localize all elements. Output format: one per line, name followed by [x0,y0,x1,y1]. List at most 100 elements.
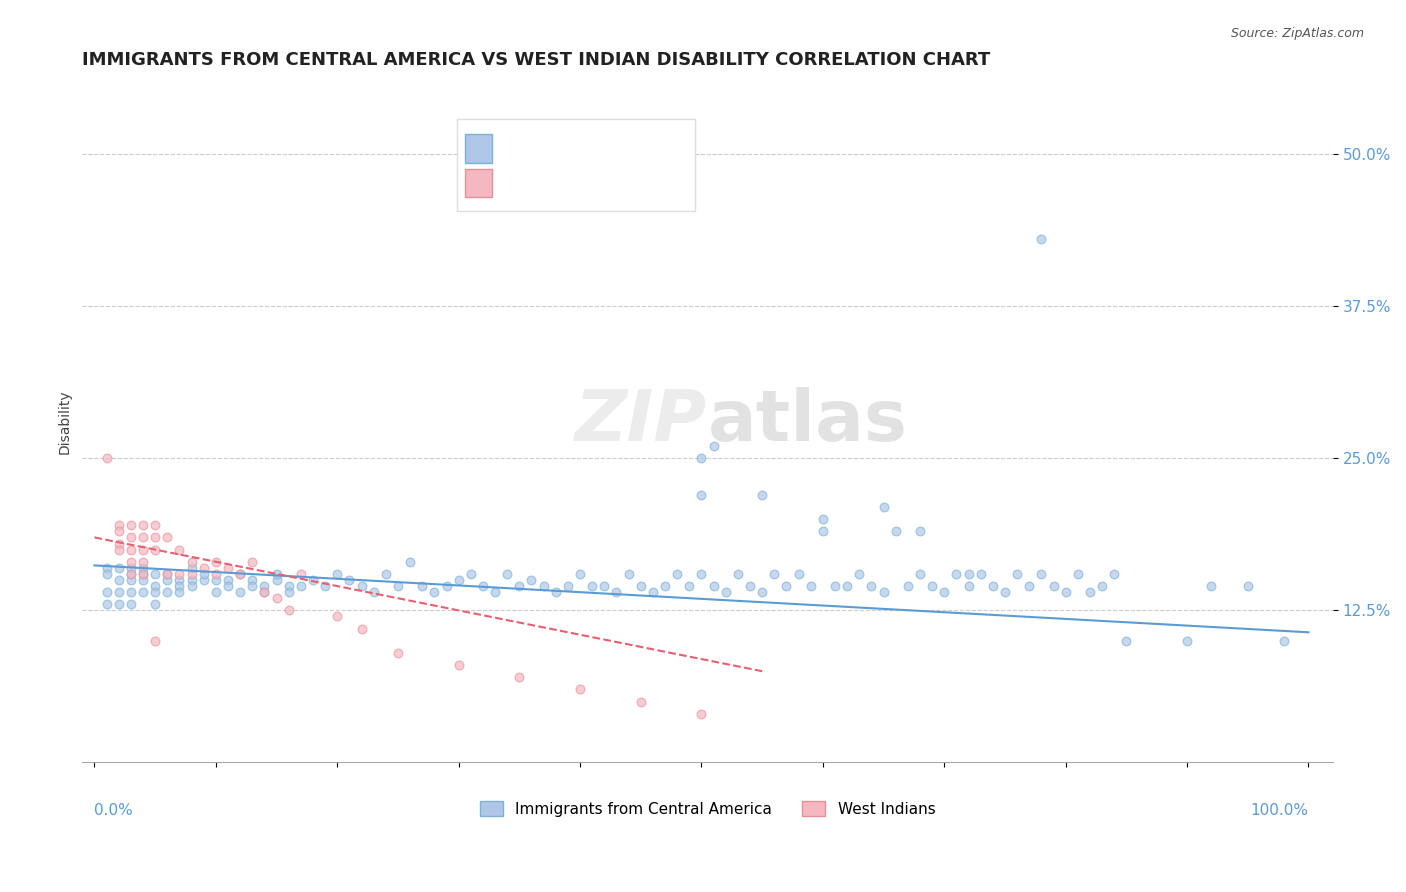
Point [751,585,773,599]
Point [290,566,312,581]
Point [107,518,129,533]
Point [229,566,252,581]
Point [132,585,155,599]
Text: ZIP: ZIP [575,387,707,457]
Point [872,585,894,599]
Point [253,585,276,599]
Point [156,531,179,545]
Point [630,579,652,593]
Point [107,585,129,599]
Point [107,573,129,587]
Point [180,561,202,575]
Point [387,646,409,660]
Point [266,566,288,581]
Point [253,585,276,599]
Point [630,695,652,709]
Point [690,566,713,581]
Y-axis label: Disability: Disability [58,390,72,454]
Point [569,682,592,697]
Point [399,555,422,569]
Point [787,566,810,581]
Point [120,597,142,611]
FancyBboxPatch shape [457,119,695,211]
Point [800,579,823,593]
Point [266,591,288,606]
Point [217,573,239,587]
Point [471,579,494,593]
Point [169,573,191,587]
Point [824,579,846,593]
Point [520,573,543,587]
Point [96,585,118,599]
Point [763,566,786,581]
Point [143,579,166,593]
Point [169,585,191,599]
Point [945,566,967,581]
Point [120,555,142,569]
Point [484,585,506,599]
Text: Source: ZipAtlas.com: Source: ZipAtlas.com [1230,27,1364,40]
Point [934,585,956,599]
Point [120,566,142,581]
Point [156,573,179,587]
Point [132,555,155,569]
Point [908,524,931,539]
Point [1091,579,1114,593]
Point [411,579,433,593]
Point [96,566,118,581]
Point [1042,579,1064,593]
Point [690,706,713,721]
Point [266,573,288,587]
Point [436,579,458,593]
Point [872,500,894,514]
Point [240,555,263,569]
Point [143,585,166,599]
Point [120,585,142,599]
Point [981,579,1004,593]
Point [132,566,155,581]
Point [229,585,252,599]
FancyBboxPatch shape [465,169,492,197]
Point [1018,579,1040,593]
Point [156,566,179,581]
Text: 0.0%: 0.0% [94,804,134,818]
Point [143,633,166,648]
Point [132,518,155,533]
Point [1005,566,1028,581]
Point [180,579,202,593]
Point [654,579,676,593]
Point [132,561,155,575]
Point [169,542,191,557]
Point [96,451,118,466]
Point [387,579,409,593]
Point [811,512,834,526]
Point [240,579,263,593]
Point [302,573,325,587]
Point [326,609,349,624]
Point [775,579,797,593]
Point [120,561,142,575]
Point [156,585,179,599]
Point [277,585,299,599]
Point [132,542,155,557]
Point [666,566,689,581]
Point [690,488,713,502]
Point [180,573,202,587]
Point [107,561,129,575]
Point [205,555,228,569]
Point [326,566,349,581]
Point [714,585,737,599]
Point [1272,633,1295,648]
Point [957,566,980,581]
Point [447,573,470,587]
Point [678,579,700,593]
Text: R =  -0.106   N = 129: R = -0.106 N = 129 [501,141,693,156]
Point [848,566,870,581]
Point [96,561,118,575]
Point [217,561,239,575]
Point [1175,633,1198,648]
Point [143,566,166,581]
Point [374,566,396,581]
Point [884,524,907,539]
Point [1078,585,1101,599]
